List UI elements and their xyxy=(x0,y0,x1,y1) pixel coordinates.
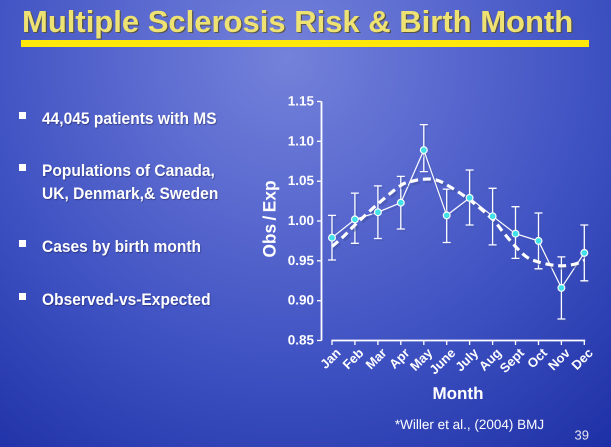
svg-text:Mar: Mar xyxy=(363,345,390,372)
svg-text:39: 39 xyxy=(575,428,589,443)
svg-text:Jan: Jan xyxy=(317,345,343,371)
svg-text:0.85: 0.85 xyxy=(288,333,315,348)
svg-text:1.10: 1.10 xyxy=(288,133,314,148)
svg-text:Feb: Feb xyxy=(340,345,367,372)
svg-text:Sept: Sept xyxy=(497,345,528,376)
svg-text:July: July xyxy=(452,345,482,375)
svg-text:0.90: 0.90 xyxy=(288,293,314,308)
svg-text:Apr: Apr xyxy=(386,345,412,371)
svg-text:Dec: Dec xyxy=(568,345,595,372)
svg-text:1.05: 1.05 xyxy=(288,173,315,188)
svg-text:1.15: 1.15 xyxy=(288,94,315,109)
svg-text:Obs / Exp: Obs / Exp xyxy=(260,181,280,258)
svg-text:Month: Month xyxy=(433,384,484,403)
svg-text:Oct: Oct xyxy=(524,345,550,371)
svg-text:Nov: Nov xyxy=(545,345,574,374)
svg-text:*Willer et al., (2004) BMJ: *Willer et al., (2004) BMJ xyxy=(395,417,544,432)
svg-text:0.95: 0.95 xyxy=(288,253,315,268)
svg-text:1.00: 1.00 xyxy=(288,213,314,228)
